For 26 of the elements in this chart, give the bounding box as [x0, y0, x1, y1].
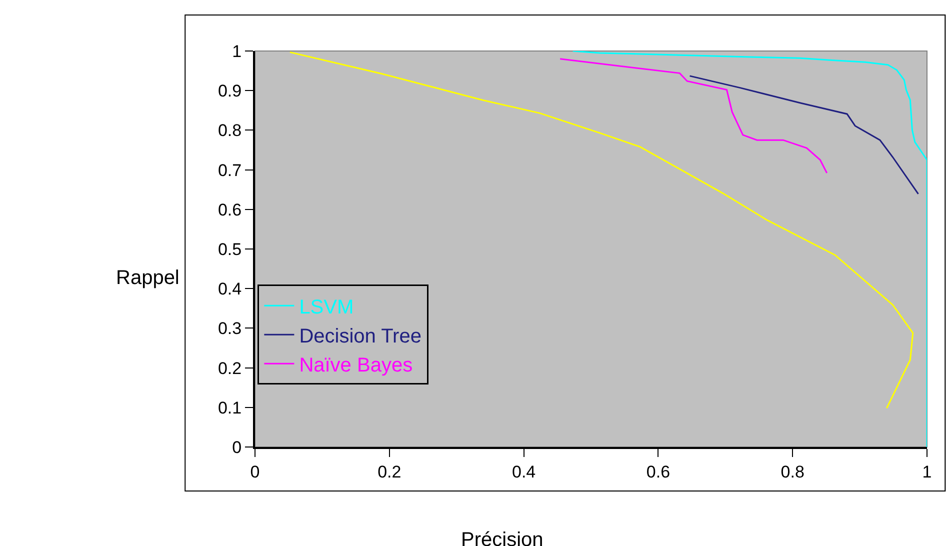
y-axis-title: Rappel: [116, 267, 180, 289]
y-tick-label: 0.5: [218, 240, 242, 259]
line-series: [559, 58, 828, 174]
y-tick-label: 0.1: [218, 398, 242, 418]
x-tick-label: 0.8: [780, 462, 804, 482]
x-tick-label: 0.4: [512, 462, 536, 482]
line-series: [689, 75, 920, 195]
x-axis-title: Précision: [461, 529, 544, 546]
x-tick-label: 0.2: [378, 462, 402, 482]
x-tick-label: 0.6: [646, 462, 670, 482]
x-tick-label: 1: [922, 462, 932, 482]
x-tick-label: 0: [250, 462, 260, 482]
y-tick-label: 0.6: [218, 200, 242, 220]
y-tick-label: 0.2: [218, 358, 242, 378]
legend-label: Naïve Bayes: [299, 354, 413, 376]
y-tick-label: 0.8: [218, 121, 242, 140]
y-tick-label: 1: [232, 42, 242, 61]
y-tick-label: 0: [232, 438, 242, 457]
line-series: [572, 51, 927, 447]
legend-label: Decision Tree: [299, 325, 422, 348]
y-tick-label: 0.7: [218, 160, 242, 180]
legend-label: LSVM: [299, 296, 354, 318]
y-tick-label: 0.3: [218, 319, 242, 338]
y-tick-label: 0.4: [218, 280, 242, 299]
line-series: [289, 51, 914, 409]
y-tick-label: 0.9: [218, 82, 242, 101]
